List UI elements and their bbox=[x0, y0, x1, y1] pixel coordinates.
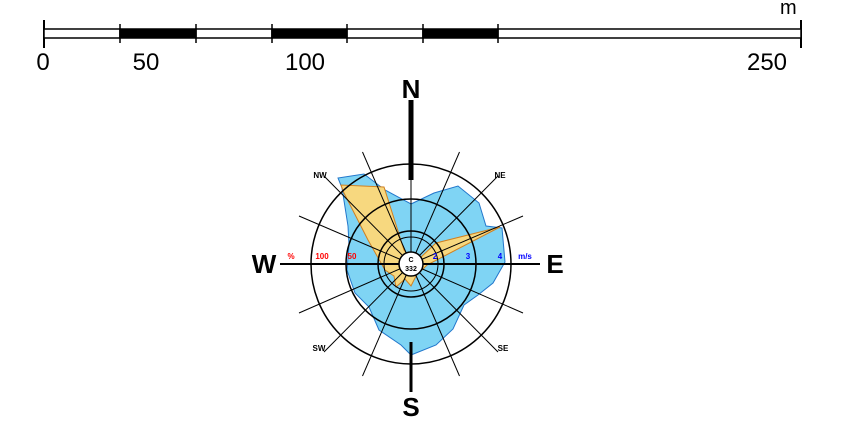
scale-segment-empty bbox=[497, 28, 802, 39]
spoke-line bbox=[323, 263, 412, 353]
frequency-ring-label: 50 bbox=[348, 252, 357, 261]
northwest-label: NW bbox=[313, 171, 327, 180]
calm-count: 332 bbox=[405, 266, 417, 273]
south-label: S bbox=[402, 392, 419, 422]
scale-tick-label: 0 bbox=[36, 49, 49, 76]
scale-segment-filled bbox=[422, 28, 499, 39]
spoke-line bbox=[323, 175, 412, 265]
spoke-line bbox=[410, 263, 460, 377]
spoke-line bbox=[410, 263, 524, 314]
scale-bar: m 0 50 100 250 bbox=[36, 0, 802, 76]
scale-unit-label: m bbox=[780, 0, 797, 19]
scale-segment-empty bbox=[43, 28, 121, 39]
frequency-unit-label: % bbox=[287, 252, 294, 261]
calm-circle bbox=[398, 251, 424, 277]
speed-ring-label: 3 bbox=[466, 252, 471, 261]
north-label: N bbox=[402, 74, 421, 104]
scale-tick-label: 100 bbox=[285, 49, 325, 76]
spoke-line bbox=[410, 263, 499, 353]
northeast-label: NE bbox=[494, 171, 506, 180]
scale-segment-filled bbox=[271, 28, 348, 39]
compass-rose: C 332 N E S W NE SE SW NW % 100 50 2 3 4… bbox=[252, 74, 564, 422]
spoke-line bbox=[298, 215, 412, 265]
spoke-line bbox=[362, 151, 412, 265]
calm-label: C bbox=[408, 257, 413, 264]
west-label: W bbox=[252, 249, 277, 279]
spoke-line bbox=[298, 263, 412, 314]
scale-tick-label: 50 bbox=[133, 49, 160, 76]
speed-ring-label: 2 bbox=[433, 252, 438, 261]
frequency-ring-label: 100 bbox=[315, 252, 329, 261]
direction-spokes bbox=[298, 151, 524, 377]
scale-segment-empty bbox=[346, 28, 424, 39]
scale-segment-filled bbox=[119, 28, 197, 39]
speed-unit-label: m/s bbox=[518, 252, 532, 261]
spoke-line bbox=[362, 263, 412, 377]
spoke-line bbox=[410, 151, 460, 265]
scale-tick-label: 250 bbox=[747, 49, 787, 76]
scale-segment-empty bbox=[195, 28, 273, 39]
southeast-label: SE bbox=[498, 344, 509, 353]
east-label: E bbox=[546, 249, 563, 279]
speed-ring-label: 4 bbox=[498, 252, 503, 261]
spoke-line bbox=[410, 175, 499, 265]
spoke-line bbox=[410, 215, 524, 265]
southwest-label: SW bbox=[313, 344, 326, 353]
